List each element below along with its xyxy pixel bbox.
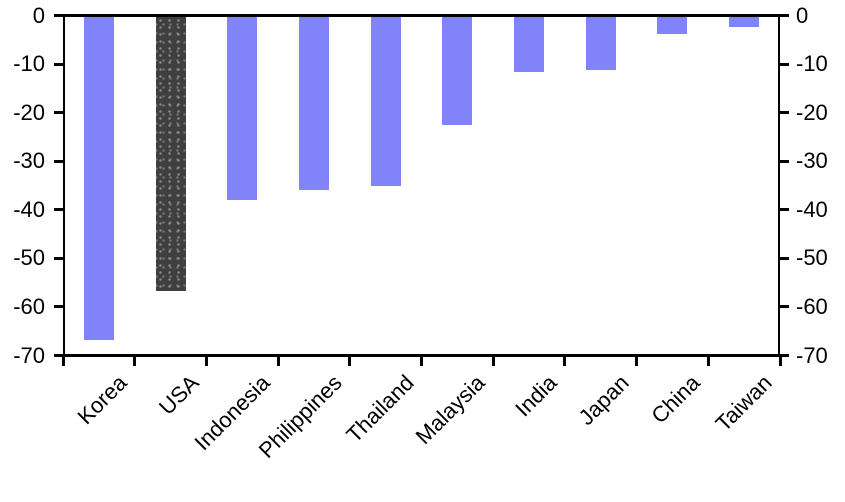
y-tick-left: [54, 14, 63, 17]
bars-layer: [63, 17, 780, 354]
y-tick-label-left: 0: [32, 2, 45, 28]
y-tick-left: [54, 159, 63, 163]
x-tick: [276, 357, 280, 366]
y-tick-label-right: -50: [796, 245, 828, 271]
y-tick-label-right: -70: [796, 342, 828, 368]
x-tick: [563, 357, 567, 366]
y-tick-right: [780, 256, 789, 260]
x-tick: [61, 357, 65, 366]
x-tick: [348, 357, 352, 366]
y-tick-label-left: -20: [13, 99, 45, 125]
y-tick-right: [780, 111, 789, 115]
y-tick-label-left: -50: [13, 245, 45, 271]
y-tick-right: [780, 354, 789, 357]
y-tick-label-left: -40: [13, 196, 45, 222]
y-tick-label-left: -30: [13, 148, 45, 174]
x-tick: [706, 357, 710, 366]
bar-india: [514, 17, 545, 72]
bar-korea: [83, 17, 114, 340]
y-tick-label-right: -30: [796, 148, 828, 174]
category-label-korea: Korea: [72, 370, 132, 430]
category-label-usa: USA: [153, 370, 204, 420]
x-tick: [491, 357, 495, 366]
bar-thailand: [370, 17, 401, 186]
y-tick-left: [54, 354, 63, 357]
x-tick: [420, 357, 423, 366]
category-label-thailand: Thailand: [340, 370, 419, 448]
y-tick-left: [54, 305, 63, 309]
y-tick-label-right: -10: [796, 51, 828, 77]
bar-philippines: [298, 17, 329, 190]
y-tick-right: [780, 62, 789, 66]
y-tick-label-right: -40: [796, 196, 828, 222]
category-label-indonesia: Indonesia: [189, 370, 275, 456]
y-tick-label-left: -10: [13, 51, 45, 77]
y-tick-right: [780, 305, 789, 309]
y-tick-right: [780, 14, 789, 17]
y-tick-label-right: -60: [796, 293, 828, 319]
category-label-china: China: [646, 370, 706, 429]
bar-chart: 0 -10 -20 -30 -40 -50 -60 -70 0 -10 -20 -30 -40 -50 -…: [13, 2, 828, 463]
y-tick-right: [780, 208, 789, 212]
bar-usa: [155, 17, 186, 291]
y-tick-left: [54, 111, 63, 115]
bar-malaysia: [442, 17, 473, 125]
y-tick-left: [54, 62, 63, 66]
x-tick: [635, 357, 639, 366]
y-tick-left: [54, 256, 63, 260]
category-label-malaysia: Malaysia: [410, 370, 491, 450]
y-tick-right: [780, 159, 789, 163]
x-tick: [204, 357, 208, 366]
bar-china: [657, 17, 688, 34]
y-tick-label-left: -60: [13, 293, 45, 319]
y-tick-label-right: -20: [796, 99, 828, 125]
x-tick: [133, 357, 137, 366]
bar-indonesia: [227, 17, 258, 200]
y-tick-left: [54, 208, 63, 212]
bar-taiwan: [729, 17, 760, 27]
bar-japan: [585, 17, 616, 70]
y-tick-label-left: -70: [13, 342, 45, 368]
y-tick-label-right: 0: [796, 2, 809, 28]
x-tick: [778, 357, 782, 366]
